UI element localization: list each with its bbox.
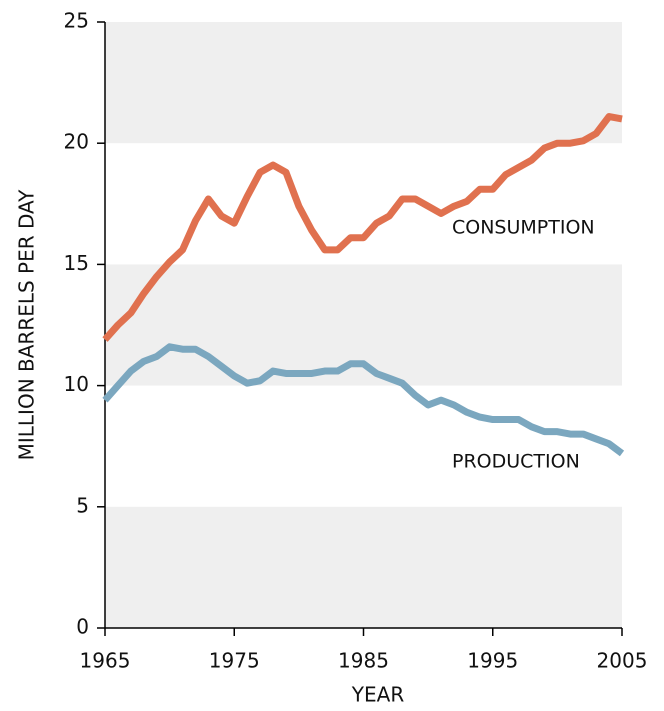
- x-tick-label: 1985: [338, 649, 389, 673]
- y-axis-title: MILLION BARRELS PER DAY: [15, 189, 39, 461]
- y-tick-label: 5: [76, 493, 89, 517]
- y-tick-label: 0: [76, 615, 89, 639]
- line: [102, 343, 625, 457]
- y-tick-label: 10: [64, 372, 89, 396]
- y-tick-label: 25: [64, 9, 89, 33]
- y-tick-label: 15: [64, 251, 89, 275]
- band: [105, 506, 622, 628]
- x-tick-label: 1965: [80, 649, 131, 673]
- y-tick-label: 20: [64, 130, 89, 154]
- x-tick-label: 2005: [597, 649, 648, 673]
- series-label: CONSUMPTION: [452, 217, 595, 239]
- x-tick-label: 1975: [209, 649, 260, 673]
- line: [102, 113, 623, 342]
- x-axis-title: YEAR: [351, 683, 405, 707]
- series-label: PRODUCTION: [452, 451, 580, 473]
- band: [105, 22, 622, 144]
- x-tick-label: 1995: [467, 649, 518, 673]
